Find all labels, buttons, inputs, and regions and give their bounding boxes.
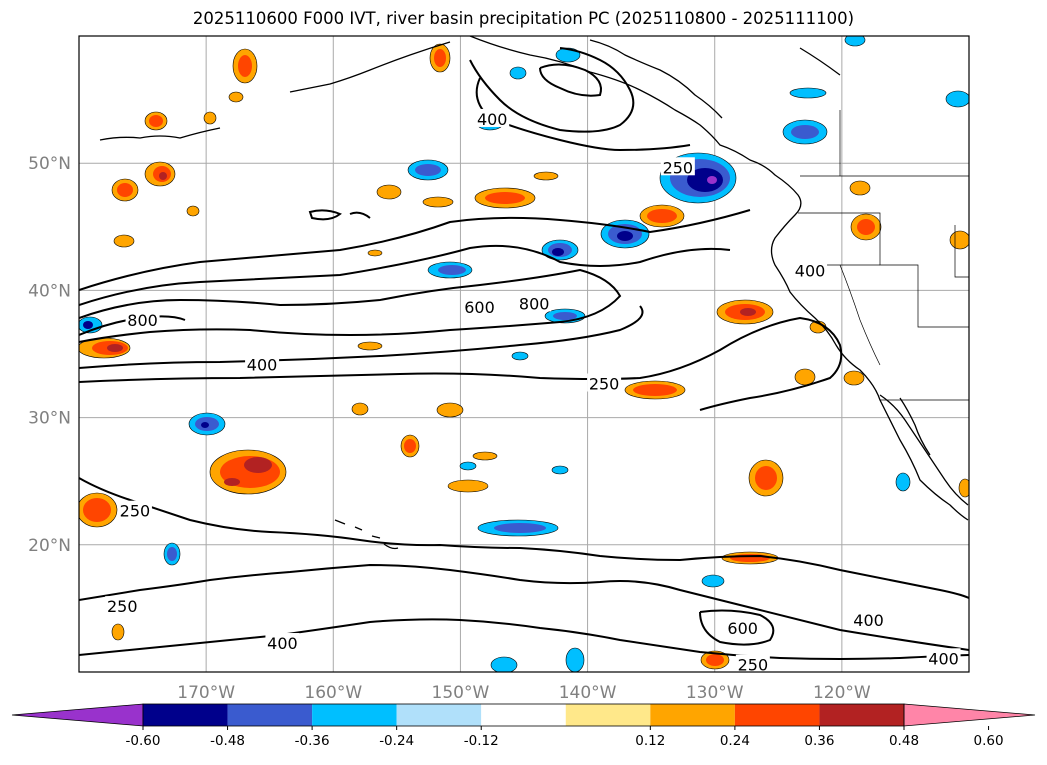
colorbar-tick-label: 0.24 (720, 733, 750, 749)
coastlines (99, 36, 969, 550)
lon-label: 170°W (177, 683, 235, 703)
latitude-labels: 50°N 40°N 30°N 20°N (28, 154, 71, 556)
colorbar-bin (734, 704, 820, 726)
contour-label: 250 (589, 375, 620, 394)
colorbar-bin (565, 704, 651, 726)
lon-label: 150°W (432, 683, 490, 703)
colorbar-tick-label: -0.12 (464, 733, 499, 749)
contour-label-halo (125, 309, 160, 328)
map-title: 2025110600 F000 IVT, river basin precipi… (192, 9, 855, 28)
lat-label: 50°N (28, 154, 71, 174)
contour-label-halo (660, 157, 695, 176)
contour-label-halo (725, 617, 760, 636)
contour-label-halo (926, 648, 961, 667)
colorbar-bin (143, 704, 228, 726)
map-frame (78, 35, 970, 673)
contour-label-halo (851, 610, 886, 629)
colorbar-tick-label: 0.36 (804, 733, 834, 749)
colorbar-bin (650, 704, 735, 726)
contour-label: 800 (127, 311, 158, 330)
contour-label: 400 (795, 261, 826, 280)
colorbar-tick-label: -0.60 (126, 733, 161, 749)
contour-label-halo (245, 354, 280, 373)
contour-label: 400 (477, 110, 508, 129)
contour-label: 250 (663, 158, 694, 177)
colorbar-tick-label: -0.48 (210, 733, 245, 749)
graticule (79, 36, 969, 672)
colorbar-bin (396, 704, 482, 726)
contour-label: 400 (247, 355, 278, 374)
contour-label: 400 (928, 649, 959, 668)
ivt-contour-labels: 400 250 400 800 600 800 400 250 250 250 400 600 400 2… (105, 108, 961, 675)
colorbar-bin (312, 704, 397, 726)
colorbar-tick-label: 0.48 (889, 733, 919, 749)
colorbar-tick-label: 0.12 (635, 733, 665, 749)
colorbar-extend-min (11, 703, 144, 727)
colorbar-extend-max (903, 703, 1036, 727)
colorbar-tick-label: -0.36 (295, 733, 330, 749)
contour-label-halo (117, 500, 152, 519)
lon-label: 130°W (686, 683, 744, 703)
lon-label: 140°W (559, 683, 617, 703)
contour-label-halo (462, 297, 497, 316)
longitude-labels: 170°W 160°W 150°W 140°W 130°W 120°W (177, 683, 871, 703)
contour-label: 250 (738, 656, 769, 675)
colorbar-bin (819, 704, 904, 726)
contour-label-halo (517, 293, 552, 312)
colorbar-outline (142, 703, 905, 727)
colorbar-bin (227, 704, 313, 726)
lat-label: 30°N (28, 409, 71, 429)
contour-label-halo (475, 108, 510, 127)
contour-label-halo (265, 633, 300, 652)
contour-label: 250 (120, 502, 151, 521)
contour-label: 400 (267, 634, 298, 653)
contour-label: 800 (519, 294, 550, 313)
contour-label: 250 (107, 597, 138, 616)
colorbar: -0.60 -0.48 -0.36 -0.24 -0.12 0.12 0.24 0.36 0.4… (11, 703, 1036, 749)
contour-label-halo (735, 654, 770, 672)
colorbar-tick-label: 0.60 (974, 733, 1004, 749)
ivt-contours (79, 47, 969, 660)
colorbar-tick-label: -0.24 (379, 733, 414, 749)
contour-label: 600 (464, 298, 495, 317)
contour-label-halo (793, 260, 828, 279)
lon-label: 120°W (813, 683, 871, 703)
lat-label: 20°N (28, 536, 71, 556)
contour-label-halo (105, 596, 140, 615)
lat-label: 40°N (28, 281, 71, 301)
contour-label-halo (587, 373, 622, 392)
lon-label: 160°W (304, 683, 362, 703)
colorbar-bin (481, 704, 566, 726)
contour-label: 400 (853, 611, 884, 630)
contour-label: 600 (727, 619, 758, 638)
